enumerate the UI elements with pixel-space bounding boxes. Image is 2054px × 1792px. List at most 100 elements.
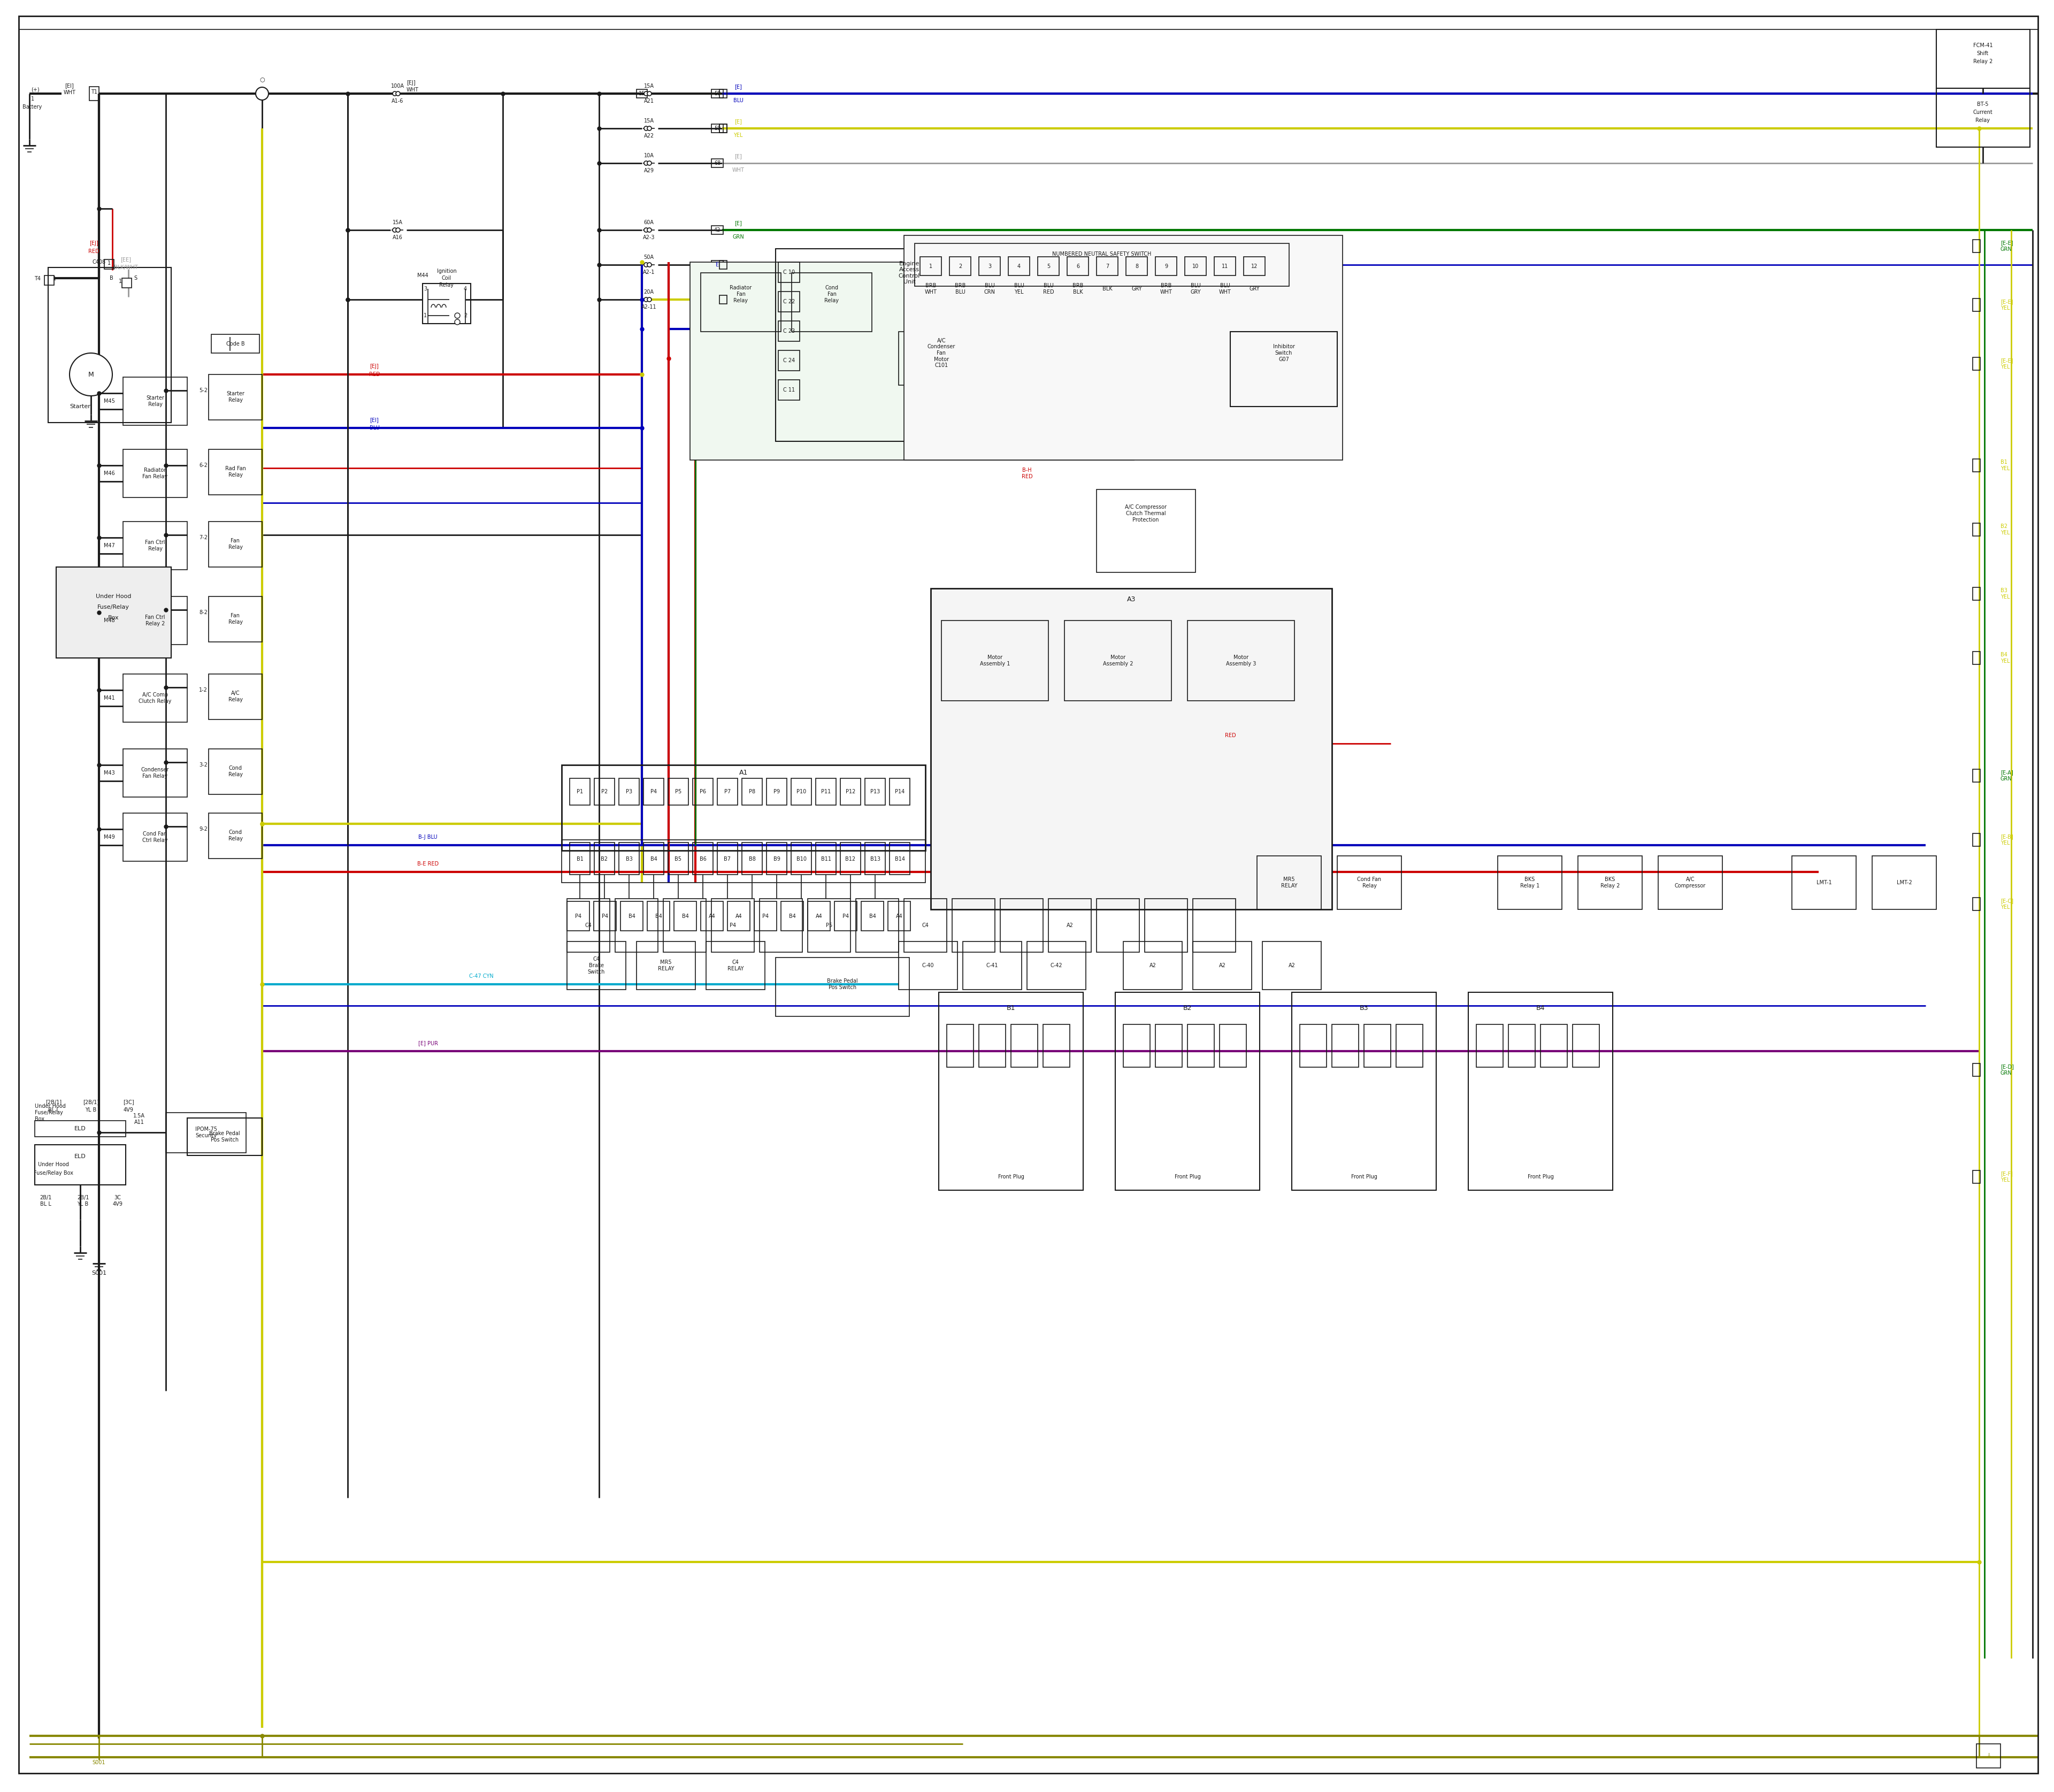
Bar bbox=[1009, 256, 1029, 276]
Text: C 11: C 11 bbox=[783, 387, 795, 392]
Circle shape bbox=[454, 314, 460, 319]
Text: P4: P4 bbox=[842, 914, 848, 919]
Text: BLU: BLU bbox=[733, 99, 744, 104]
Bar bbox=[1126, 256, 1148, 276]
Circle shape bbox=[647, 91, 651, 95]
Bar bbox=[865, 842, 885, 874]
Text: YL B: YL B bbox=[86, 1107, 97, 1113]
Circle shape bbox=[396, 228, 401, 233]
Text: GRY: GRY bbox=[1132, 287, 1142, 292]
Bar bbox=[1097, 898, 1140, 952]
Text: (+): (+) bbox=[31, 88, 39, 93]
Text: [E-E]
YEL: [E-E] YEL bbox=[2001, 358, 2013, 369]
Text: Engine
Access
Control
Unit: Engine Access Control Unit bbox=[898, 262, 920, 285]
Text: M45: M45 bbox=[105, 398, 115, 403]
Text: BKS
Relay 1: BKS Relay 1 bbox=[1520, 876, 1540, 889]
Bar bbox=[212, 335, 259, 353]
Bar bbox=[614, 898, 657, 952]
Bar bbox=[1658, 857, 1723, 909]
Text: A1: A1 bbox=[739, 769, 748, 776]
Bar bbox=[1364, 1025, 1391, 1068]
Text: A/C
Relay: A/C Relay bbox=[228, 690, 242, 702]
Bar bbox=[1185, 256, 1206, 276]
Bar bbox=[643, 778, 663, 805]
Text: Relay 2: Relay 2 bbox=[1974, 59, 1992, 65]
Text: BLU
YEL: BLU YEL bbox=[1015, 283, 1025, 294]
Text: [E]: [E] bbox=[735, 154, 741, 159]
Text: LMT-2: LMT-2 bbox=[1896, 880, 1912, 885]
Bar bbox=[690, 262, 1134, 461]
Text: 59: 59 bbox=[715, 91, 721, 97]
Circle shape bbox=[396, 91, 401, 95]
Text: Box: Box bbox=[109, 615, 119, 620]
Text: [E]: [E] bbox=[735, 118, 741, 124]
Bar bbox=[717, 778, 737, 805]
Bar bbox=[778, 351, 799, 371]
Text: M48: M48 bbox=[105, 618, 115, 624]
Bar bbox=[1972, 769, 1980, 781]
Bar bbox=[861, 901, 883, 930]
Text: B14: B14 bbox=[896, 857, 904, 862]
Text: 5: 5 bbox=[1048, 263, 1050, 269]
Bar bbox=[123, 814, 187, 862]
Bar bbox=[791, 778, 811, 805]
Bar bbox=[569, 842, 589, 874]
Text: C 24: C 24 bbox=[783, 358, 795, 364]
Text: C-40: C-40 bbox=[922, 962, 935, 968]
Text: MR5
RELAY: MR5 RELAY bbox=[657, 961, 674, 971]
Text: S001: S001 bbox=[92, 1271, 107, 1276]
Bar bbox=[949, 256, 972, 276]
Bar bbox=[700, 272, 781, 332]
Bar bbox=[210, 597, 263, 642]
Bar bbox=[210, 674, 263, 719]
Text: LMT-1: LMT-1 bbox=[1816, 880, 1832, 885]
Text: Front Plug: Front Plug bbox=[998, 1174, 1025, 1179]
Bar bbox=[711, 260, 723, 269]
Bar bbox=[1187, 620, 1294, 701]
Bar bbox=[1972, 1063, 1980, 1077]
Bar bbox=[719, 296, 727, 305]
Bar bbox=[88, 86, 99, 100]
Bar bbox=[776, 249, 1043, 441]
Text: M41: M41 bbox=[105, 695, 115, 701]
Bar bbox=[939, 993, 1082, 1190]
Text: P6: P6 bbox=[700, 788, 707, 794]
Text: 2: 2 bbox=[464, 314, 466, 319]
Text: P7: P7 bbox=[725, 788, 731, 794]
Text: B11: B11 bbox=[822, 857, 832, 862]
Text: Coil: Coil bbox=[442, 276, 452, 281]
Bar bbox=[692, 842, 713, 874]
Text: IPOM-75
Security: IPOM-75 Security bbox=[195, 1127, 218, 1138]
Bar bbox=[778, 321, 799, 340]
Text: [2B/1]: [2B/1] bbox=[82, 1098, 99, 1104]
Text: Ignition: Ignition bbox=[438, 269, 456, 274]
Bar bbox=[1937, 29, 2029, 88]
Bar bbox=[637, 941, 696, 989]
Text: Relay: Relay bbox=[1976, 118, 1990, 124]
Text: S001: S001 bbox=[92, 1760, 105, 1765]
Bar bbox=[1292, 993, 1436, 1190]
Text: RED: RED bbox=[88, 249, 99, 254]
Text: M: M bbox=[88, 371, 94, 378]
Text: B3
YEL: B3 YEL bbox=[2001, 588, 2011, 600]
Bar bbox=[815, 778, 836, 805]
Text: Fan
Relay: Fan Relay bbox=[228, 613, 242, 625]
Text: 3-2: 3-2 bbox=[199, 762, 207, 767]
Text: P4: P4 bbox=[602, 914, 608, 919]
Bar bbox=[1972, 299, 1980, 312]
Text: A2: A2 bbox=[1288, 962, 1296, 968]
Bar bbox=[663, 898, 707, 952]
Bar bbox=[123, 674, 187, 722]
Bar bbox=[980, 1025, 1006, 1068]
Text: 4: 4 bbox=[464, 287, 466, 292]
Bar bbox=[35, 1120, 125, 1136]
Bar bbox=[791, 842, 811, 874]
Text: A2-1: A2-1 bbox=[643, 269, 655, 274]
Text: [EI]: [EI] bbox=[66, 82, 74, 88]
Bar bbox=[1972, 1170, 1980, 1183]
Text: 15: 15 bbox=[639, 91, 645, 97]
Text: 42: 42 bbox=[715, 228, 721, 233]
Bar bbox=[620, 901, 643, 930]
Text: A4: A4 bbox=[735, 914, 741, 919]
Text: 9: 9 bbox=[1165, 263, 1169, 269]
